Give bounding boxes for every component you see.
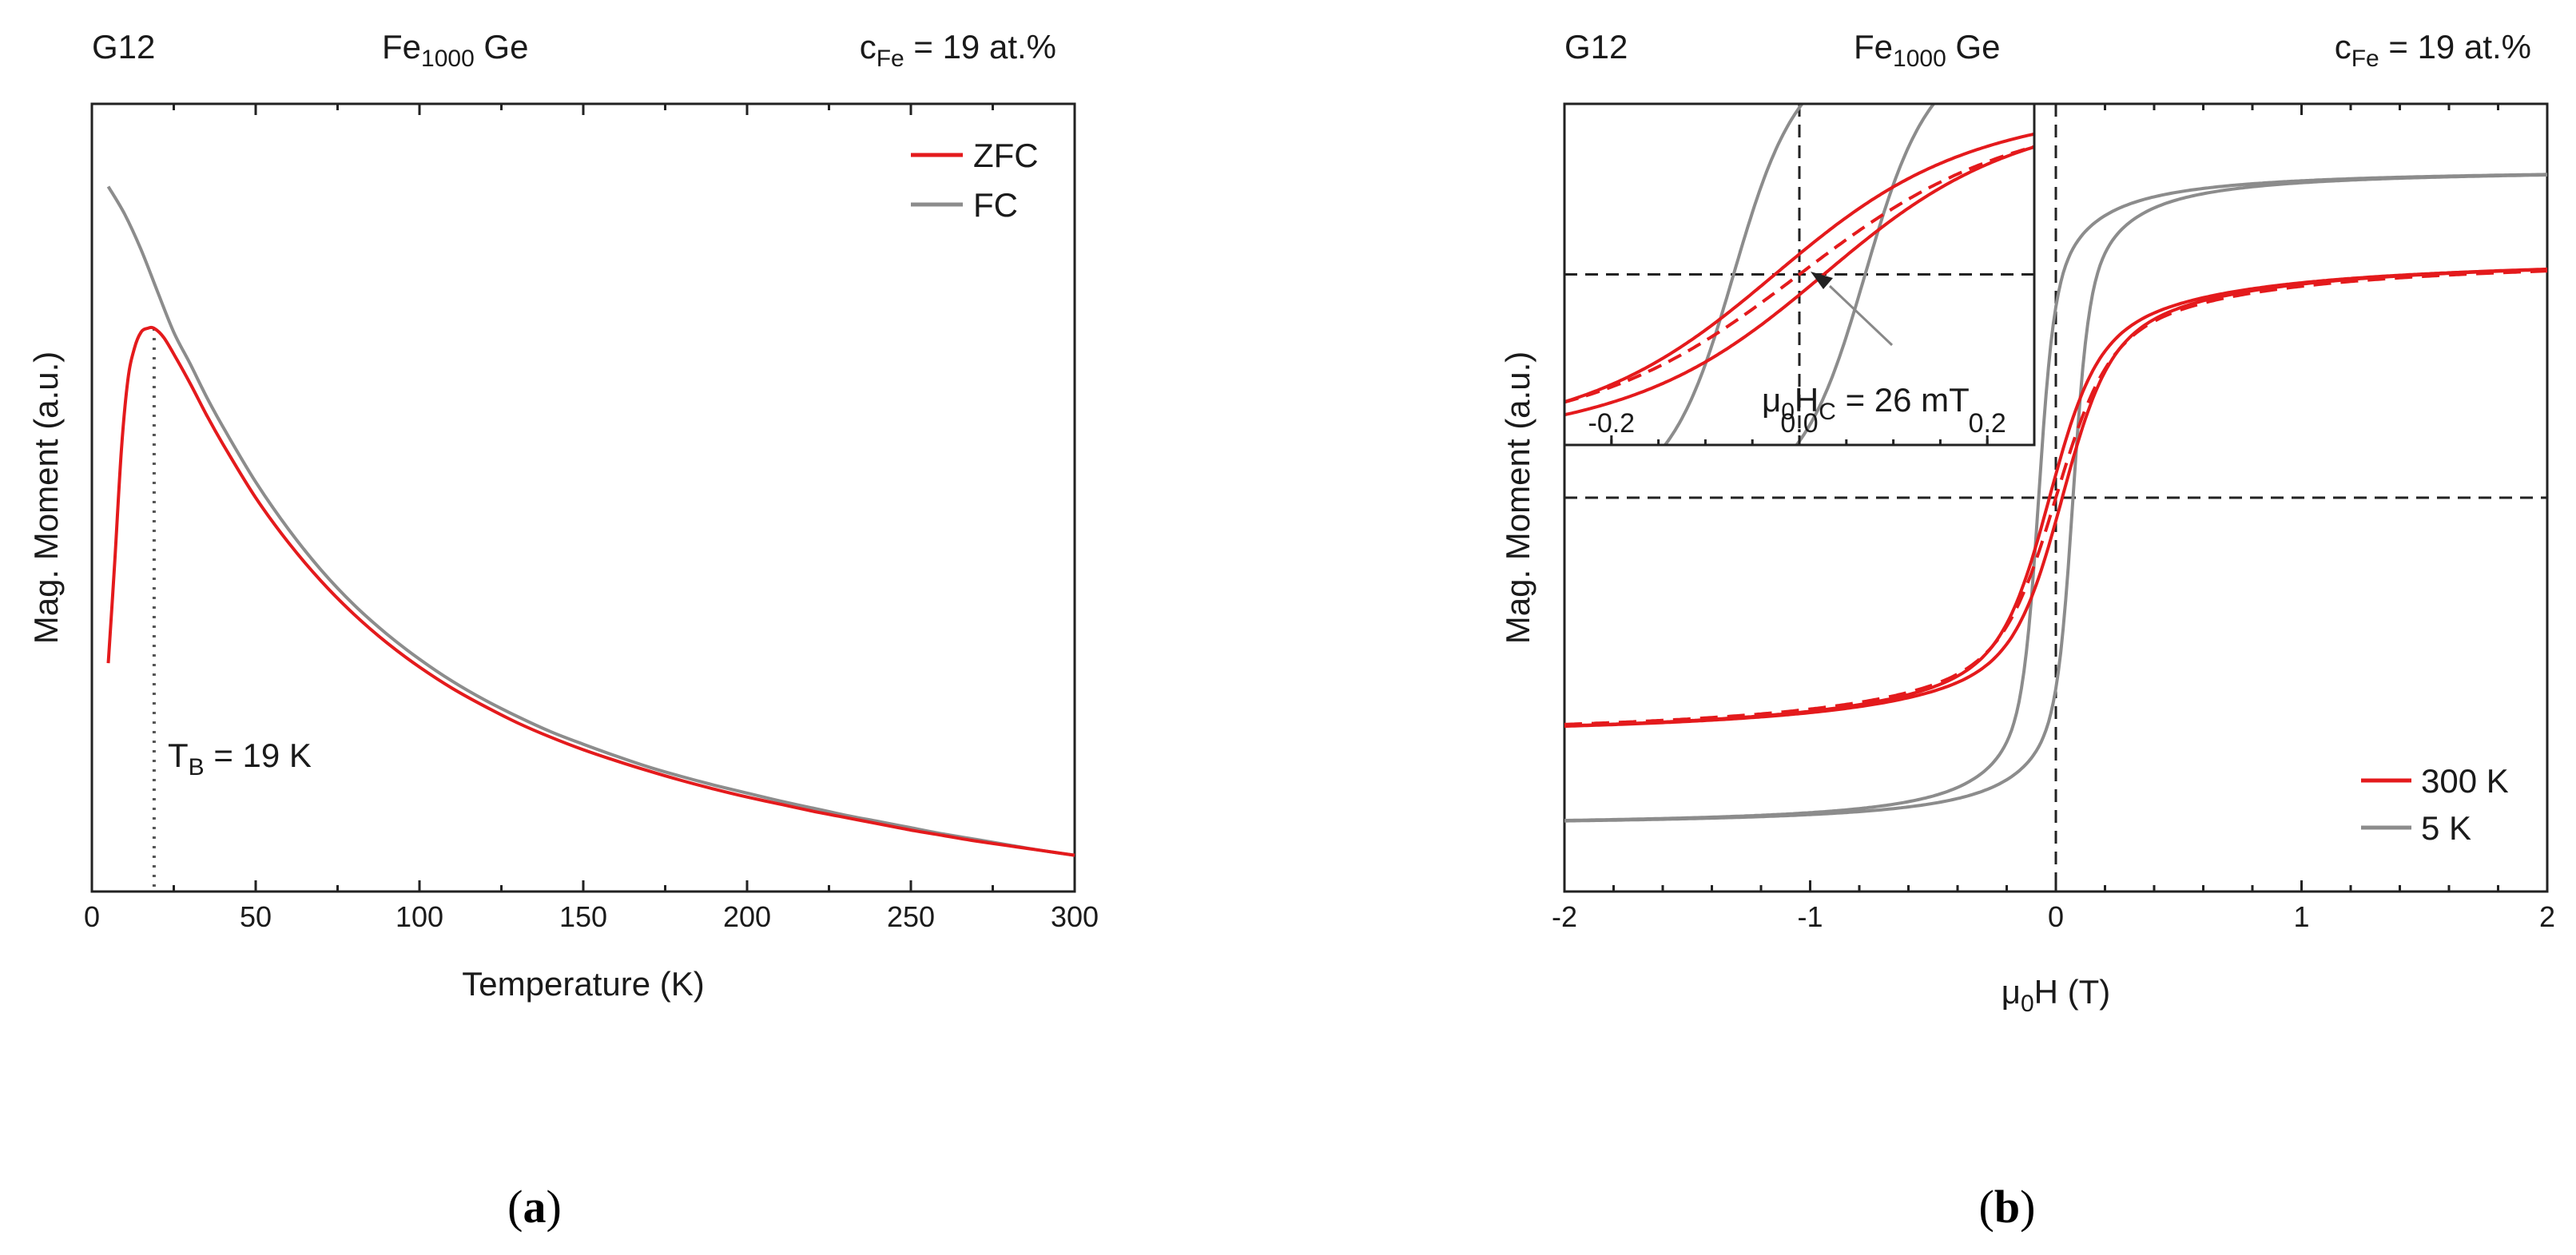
- panel-b-legend: 300 K 5 K: [2361, 762, 2509, 847]
- inset-x-tick-label: 0.2: [1969, 408, 2006, 439]
- panel-b-x-tick-label: -1: [1797, 900, 1823, 933]
- inset-x-tick-label: -0.2: [1588, 408, 1636, 439]
- inset-coercivity-arrow-head: [1811, 272, 1833, 289]
- panel-b-x-tick-label: -2: [1552, 900, 1577, 933]
- panel-b-5k-loop: [1564, 173, 2547, 823]
- panel-a-legend-fc-label: FC: [973, 186, 1018, 224]
- panel-a-legend-zfc-label: ZFC: [973, 137, 1039, 174]
- panel-b-concentration-label: cFe = 19 at.%: [2335, 28, 2531, 72]
- inset-300k-loop: [1564, 132, 2034, 417]
- panel-b-x-tick-label: 1: [2293, 900, 2309, 933]
- panel-b-legend-300k-label: 300 K: [2421, 762, 2509, 800]
- panel-a-x-tick-label: 300: [1051, 900, 1099, 933]
- panel-a-caption: (a): [507, 1181, 562, 1233]
- panel-a-material-label: Fe1000 Ge: [382, 28, 528, 72]
- panel-b-legend-5k-label: 5 K: [2421, 809, 2471, 847]
- inset-300k-fit-curve: [1564, 145, 2034, 404]
- panel-a-chart: G12 Fe1000 Ge cFe = 19 at.% 0 50 100 150 200…: [27, 28, 1099, 1233]
- panel-b-y-axis-label: Mag. Moment (a.u.): [1499, 351, 1536, 644]
- inset-coercivity-label: μ0HC = 26 mT: [1762, 381, 1970, 425]
- panel-a-fc-curve: [106, 185, 1075, 857]
- panel-b-x-tick-label: 2: [2539, 900, 2555, 933]
- inset-x-ticks: -0.2 0.0 0.2: [1563, 408, 2036, 445]
- panel-b-x-axis-label: μ0H (T): [2002, 973, 2111, 1017]
- panel-b-chart: G12 Fe1000 Ge cFe = 19 at.% -2 -1 0 1 2 μ0H …: [1499, 28, 2555, 1233]
- panel-a-legend: ZFC FC: [911, 137, 1039, 224]
- panel-a-x-axis-label: Temperature (K): [462, 965, 704, 1003]
- panel-b-sample-label: G12: [1564, 28, 1628, 66]
- inset-coercivity-arrow-line: [1828, 284, 1894, 347]
- panel-a-x-tick-label: 50: [240, 900, 272, 933]
- panel-b-material-label: Fe1000 Ge: [1854, 28, 2000, 72]
- inset-x-tick-label: 0.0: [1780, 408, 1818, 439]
- panel-a-sample-label: G12: [92, 28, 155, 66]
- panel-b-300k-loop: [1564, 267, 2548, 729]
- panel-a-x-tick-label: 250: [887, 900, 935, 933]
- panel-a-blocking-temperature-label: TB = 19 K: [168, 737, 312, 780]
- panel-a-concentration-label: cFe = 19 at.%: [860, 28, 1056, 72]
- panel-a-x-tick-label: 200: [723, 900, 771, 933]
- panel-b-caption: (b): [1979, 1181, 2036, 1233]
- panel-a-x-tick-label: 0: [84, 900, 100, 933]
- panel-a-x-ticks: 0 50 100 150 200 250 300: [84, 104, 1099, 933]
- panel-a-zfc-curve: [106, 325, 1075, 857]
- panel-b-inset-chart: -0.2 0.0 0.2 μ0HC = 26 mT: [1563, 102, 2036, 447]
- panel-b-x-ticks: -2 -1 0 1 2: [1552, 104, 2555, 933]
- panel-a-x-tick-label: 100: [396, 900, 443, 933]
- panel-b-x-tick-label: 0: [2048, 900, 2064, 933]
- panel-b-300k-fit-curve: [1564, 269, 2548, 726]
- panel-a-x-tick-label: 150: [559, 900, 607, 933]
- panel-a-y-axis-label: Mag. Moment (a.u.): [27, 351, 65, 644]
